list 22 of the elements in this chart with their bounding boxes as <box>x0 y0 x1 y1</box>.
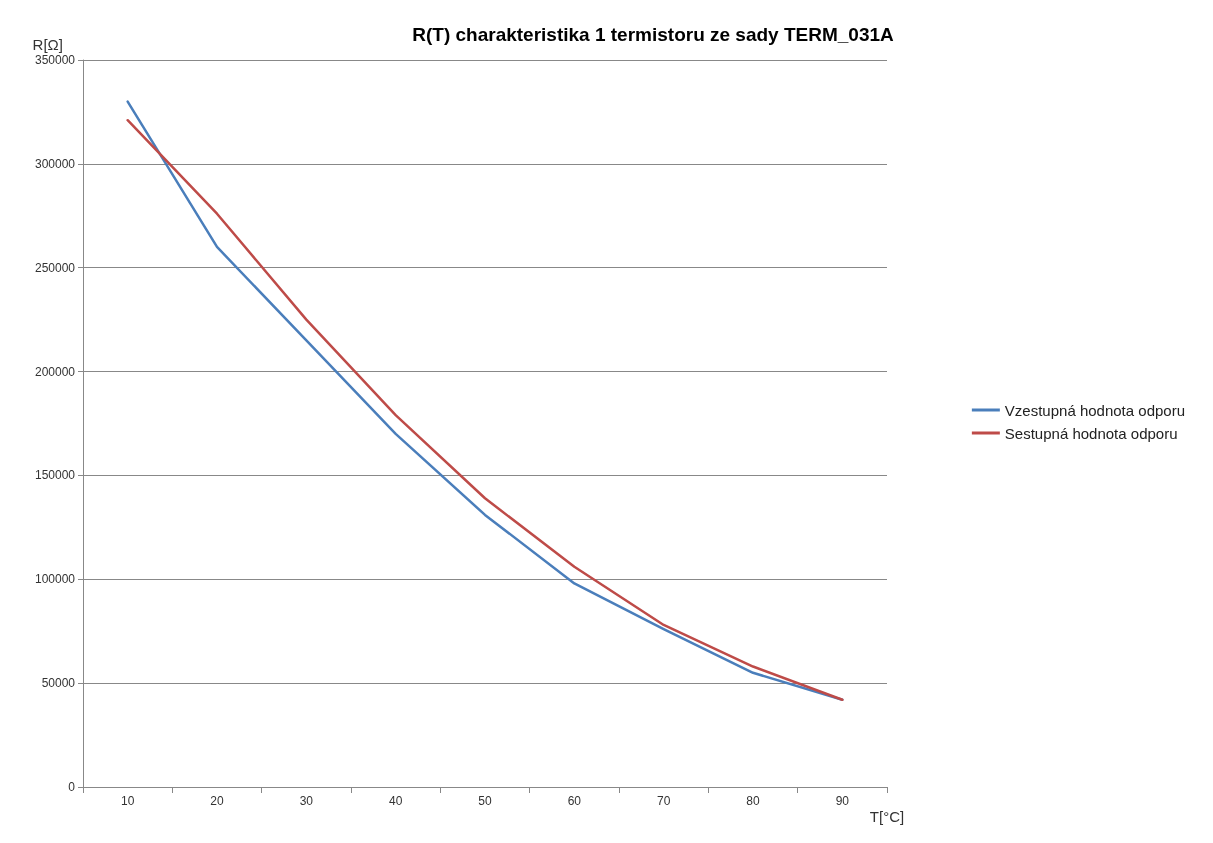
x-tick-label: 50 <box>478 794 492 808</box>
x-tick-label: 30 <box>299 794 314 808</box>
y-tick-label: 50000 <box>41 676 76 691</box>
x-tick-label: 20 <box>210 794 224 808</box>
x-tick-label: 80 <box>746 794 760 808</box>
y-axis-title: R[Ω] <box>32 36 63 53</box>
x-tick-label: 10 <box>120 794 135 808</box>
y-tick-label: 250000 <box>34 260 76 275</box>
x-axis-title: T[°C] <box>869 808 905 825</box>
x-tick-label: 90 <box>835 794 850 808</box>
y-tick-label: 300000 <box>34 156 76 171</box>
x-tick-label: 60 <box>567 794 582 808</box>
x-tick-label: 40 <box>388 794 403 808</box>
y-tick-label: 350000 <box>34 53 76 67</box>
y-tick-label: 0 <box>68 780 76 794</box>
y-tick-label: 200000 <box>34 364 76 379</box>
legend-label: Sestupná hodnota odporu <box>1004 424 1178 442</box>
chart-title: R(T) charakteristika 1 termistoru ze sady TERM_031A <box>412 24 895 45</box>
x-tick-label: 70 <box>656 794 671 808</box>
y-tick-label: 150000 <box>34 468 76 483</box>
y-tick-label: 100000 <box>34 572 76 587</box>
legend-label: Vzestupná hodnota odporu <box>1004 401 1186 419</box>
